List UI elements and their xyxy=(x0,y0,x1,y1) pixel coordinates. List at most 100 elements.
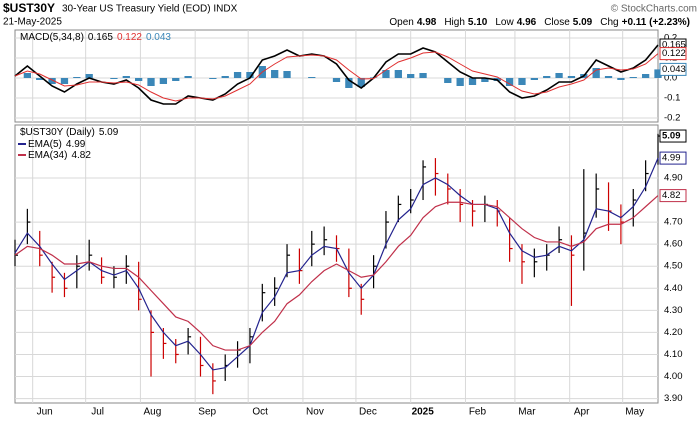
last-value-box xyxy=(659,151,687,165)
legend-value: 0.165 xyxy=(88,32,113,43)
stat-label: Open xyxy=(389,17,413,28)
last-value-label: 0.165 xyxy=(662,40,686,51)
x-tick-label: Aug xyxy=(144,407,162,418)
legend-value: 0.122 xyxy=(117,32,142,43)
histogram-bar xyxy=(518,78,526,85)
legend-title: MACD(5,34,8) xyxy=(20,32,84,43)
histogram-bar xyxy=(357,78,365,87)
legend-name: EMA(34) xyxy=(28,150,67,161)
last-value-box xyxy=(659,189,687,203)
y-tick-label: 3.90 xyxy=(664,393,683,404)
stat-label: Low xyxy=(495,17,514,28)
x-tick-label: Feb xyxy=(469,407,487,418)
histogram-bar xyxy=(419,73,427,78)
macd-line xyxy=(14,44,659,105)
x-tick-label: Jun xyxy=(37,407,53,418)
histogram-bar xyxy=(654,69,662,78)
legend-name: EMA(5) xyxy=(28,139,62,150)
histogram-bar xyxy=(604,76,613,78)
histogram-bar xyxy=(308,77,316,78)
histogram-bar xyxy=(172,78,180,81)
x-tick-label: Mar xyxy=(518,407,536,418)
y-tick-label: -0.1 xyxy=(664,93,680,104)
y-tick-label: 0.2 xyxy=(664,33,677,44)
histogram-bar xyxy=(530,78,538,80)
stat-value: 5.10 xyxy=(468,17,488,28)
last-value-box xyxy=(659,62,687,76)
legend-value: 4.99 xyxy=(66,139,86,150)
last-value-label: 5.09 xyxy=(662,131,681,142)
histogram-bar xyxy=(36,78,44,80)
x-tick-label: Apr xyxy=(574,407,590,418)
histogram-bar xyxy=(407,74,415,78)
histogram-bar xyxy=(271,70,279,78)
histogram-bar xyxy=(73,77,81,78)
stats: Open 4.98 High 5.10 Low 4.96 Close 5.09 Chg +0.11… xyxy=(389,17,690,28)
y-tick-label: 4.50 xyxy=(664,261,683,272)
security-name: 30-Year US Treasury Yield (EOD) INDX xyxy=(62,4,238,15)
x-tick-label: Jul xyxy=(91,407,104,418)
histogram-bar xyxy=(555,73,563,78)
histogram-bar xyxy=(48,78,56,84)
histogram-bar xyxy=(122,76,130,78)
x-tick-label: 2025 xyxy=(412,407,435,418)
ema-line xyxy=(14,195,659,351)
histogram-bar xyxy=(394,70,402,78)
histogram-bar xyxy=(135,78,143,81)
histogram-bar xyxy=(617,78,625,80)
x-tick-label: Oct xyxy=(252,407,268,418)
ema-legend: EMA(34) 4.82 xyxy=(28,150,91,161)
histogram-bar xyxy=(382,70,390,78)
macd-line xyxy=(14,51,659,102)
histogram-bar xyxy=(283,71,291,78)
histogram-bar xyxy=(233,72,242,78)
histogram-bar xyxy=(641,74,650,78)
histogram-bar xyxy=(592,68,600,78)
symbol: $UST30Y xyxy=(3,1,55,15)
histogram-bar xyxy=(209,78,217,79)
ema-line xyxy=(14,157,659,371)
ema-legend: EMA(5) 4.99 xyxy=(28,139,86,150)
date: 21-May-2025 xyxy=(3,17,62,28)
legend-value: 4.82 xyxy=(71,150,91,161)
stat-value: +0.11 (+2.23%) xyxy=(622,17,690,28)
histogram-bar xyxy=(505,78,514,86)
x-tick-label: Dec xyxy=(359,407,377,418)
histogram-bar xyxy=(85,74,93,78)
stat-label: High xyxy=(444,17,465,28)
y-tick-label: 4.90 xyxy=(664,172,683,183)
histogram-bar xyxy=(481,78,489,82)
histogram-bar xyxy=(345,78,353,88)
stat-value: 5.09 xyxy=(573,17,593,28)
histogram-bar xyxy=(456,78,464,86)
last-value-label: 0.043 xyxy=(662,64,686,75)
price-legend: $UST30Y (Daily) 5.09 xyxy=(20,127,119,138)
histogram-bar xyxy=(468,78,477,85)
copyright: © StockCharts.com xyxy=(611,4,697,15)
histogram-bar xyxy=(60,78,69,84)
histogram-bar xyxy=(110,78,118,79)
last-value-box xyxy=(659,129,687,143)
stat-label: Chg xyxy=(600,17,618,28)
stat-value: 4.98 xyxy=(417,17,437,28)
histogram-bar xyxy=(246,72,254,78)
last-value-label: 4.82 xyxy=(662,190,681,201)
stat-value: 4.96 xyxy=(517,17,537,28)
y-tick-label: 4.00 xyxy=(664,371,683,382)
macd-legend: MACD(5,34,8) 0.165 0.122 0.043 xyxy=(20,32,171,43)
y-tick-label: 4.10 xyxy=(664,349,683,360)
histogram-bar xyxy=(629,77,637,78)
y-tick-label: 4.70 xyxy=(664,217,683,228)
x-tick-label: May xyxy=(625,407,644,418)
x-tick-label: Nov xyxy=(306,407,324,418)
histogram-bar xyxy=(147,78,155,86)
y-tick-label: -0.2 xyxy=(664,113,680,124)
histogram-bar xyxy=(221,76,229,78)
y-tick-label: 4.20 xyxy=(664,327,683,338)
last-value-label: 4.99 xyxy=(662,153,681,164)
histogram-bar xyxy=(159,78,168,84)
y-tick-label: 4.40 xyxy=(664,283,683,294)
legend-value: 0.043 xyxy=(146,32,171,43)
stat-label: Close xyxy=(544,17,570,28)
